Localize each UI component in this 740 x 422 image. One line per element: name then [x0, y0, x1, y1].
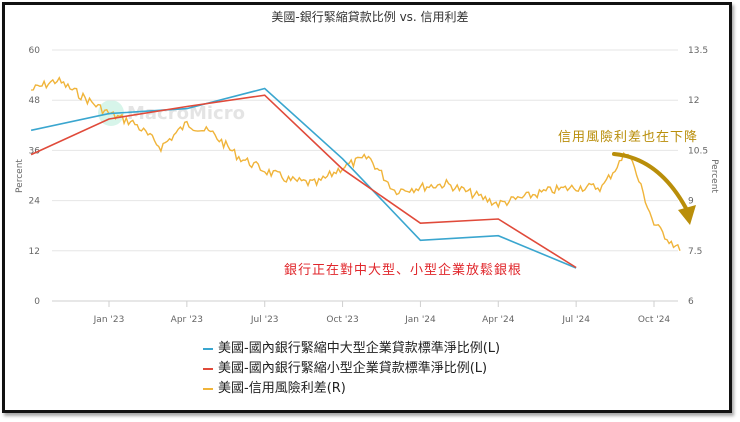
series-small-firm-tightening-line [30, 94, 577, 269]
x-tick-label: Apr '23 [171, 315, 203, 325]
annotation-easing-credit: 銀行正在對中大型、小型企業放鬆銀根 [284, 263, 523, 278]
x-tick-label: Jan '23 [93, 315, 125, 325]
legend-item-credit-spread[interactable]: 美國-信用風險利差(R) [203, 379, 500, 399]
annotation-spread-falling: 信用風險利差也在下降 [558, 130, 699, 145]
y-tick-label: 0 [34, 297, 40, 307]
right-y-axis-title: Percent [709, 159, 719, 193]
gridlines [52, 49, 678, 302]
right-y-axis: 6 7.5 9 10.5 12 13.5 [688, 46, 708, 307]
watermark-text: MacroMicro [127, 102, 245, 124]
legend-item-small-firm[interactable]: 美國-國內銀行緊縮小型企業貸款標準淨比例(L) [203, 359, 500, 379]
y2-tick-label: 6 [688, 297, 694, 307]
x-tick-label: Oct '23 [326, 315, 358, 325]
legend-swatch-yellow [203, 388, 213, 390]
y2-tick-label: 10.5 [688, 146, 708, 156]
y2-tick-label: 7.5 [688, 247, 702, 257]
legend-swatch-blue [203, 348, 213, 350]
y-tick-label: 60 [29, 46, 41, 56]
legend: 美國-國內銀行緊縮中大型企業貸款標準淨比例(L) 美國-國內銀行緊縮小型企業貸款… [203, 339, 500, 399]
legend-item-large-firm[interactable]: 美國-國內銀行緊縮中大型企業貸款標準淨比例(L) [203, 339, 500, 359]
chart-frame [2, 2, 732, 413]
y-tick-label: 48 [29, 96, 41, 106]
y2-tick-label: 13.5 [688, 46, 708, 56]
x-tick-label: Apr '24 [482, 315, 515, 325]
legend-label: 美國-信用風險利差(R) [218, 381, 346, 396]
legend-label: 美國-國內銀行緊縮中大型企業貸款標準淨比例(L) [218, 341, 501, 356]
y-tick-label: 24 [29, 197, 41, 207]
x-tick-label: Jan '24 [404, 315, 436, 325]
legend-label: 美國-國內銀行緊縮小型企業貸款標準淨比例(L) [218, 361, 488, 376]
x-tick-label: Oct '24 [638, 315, 671, 325]
y2-tick-label: 9 [688, 197, 694, 207]
series-large-firm-tightening-line [30, 87, 577, 269]
down-arrow-icon [612, 152, 696, 225]
x-tick-label: Jul '24 [561, 315, 590, 325]
chart-title: 美國-銀行緊縮貸款比例 vs. 信用利差 [271, 10, 469, 24]
y2-tick-label: 12 [688, 96, 699, 106]
x-axis: Jan '23 Apr '23 Jul '23 Oct '23 Jan '24 Apr '… [93, 301, 671, 325]
y-tick-label: 12 [29, 247, 40, 257]
left-y-axis: 0 12 24 36 48 60 [29, 46, 41, 307]
y-tick-label: 36 [29, 146, 41, 156]
x-tick-label: Jul '23 [250, 315, 279, 325]
legend-swatch-red [203, 368, 213, 370]
series-credit-spread-line [31, 76, 681, 252]
left-y-axis-title: Percent [15, 159, 25, 193]
